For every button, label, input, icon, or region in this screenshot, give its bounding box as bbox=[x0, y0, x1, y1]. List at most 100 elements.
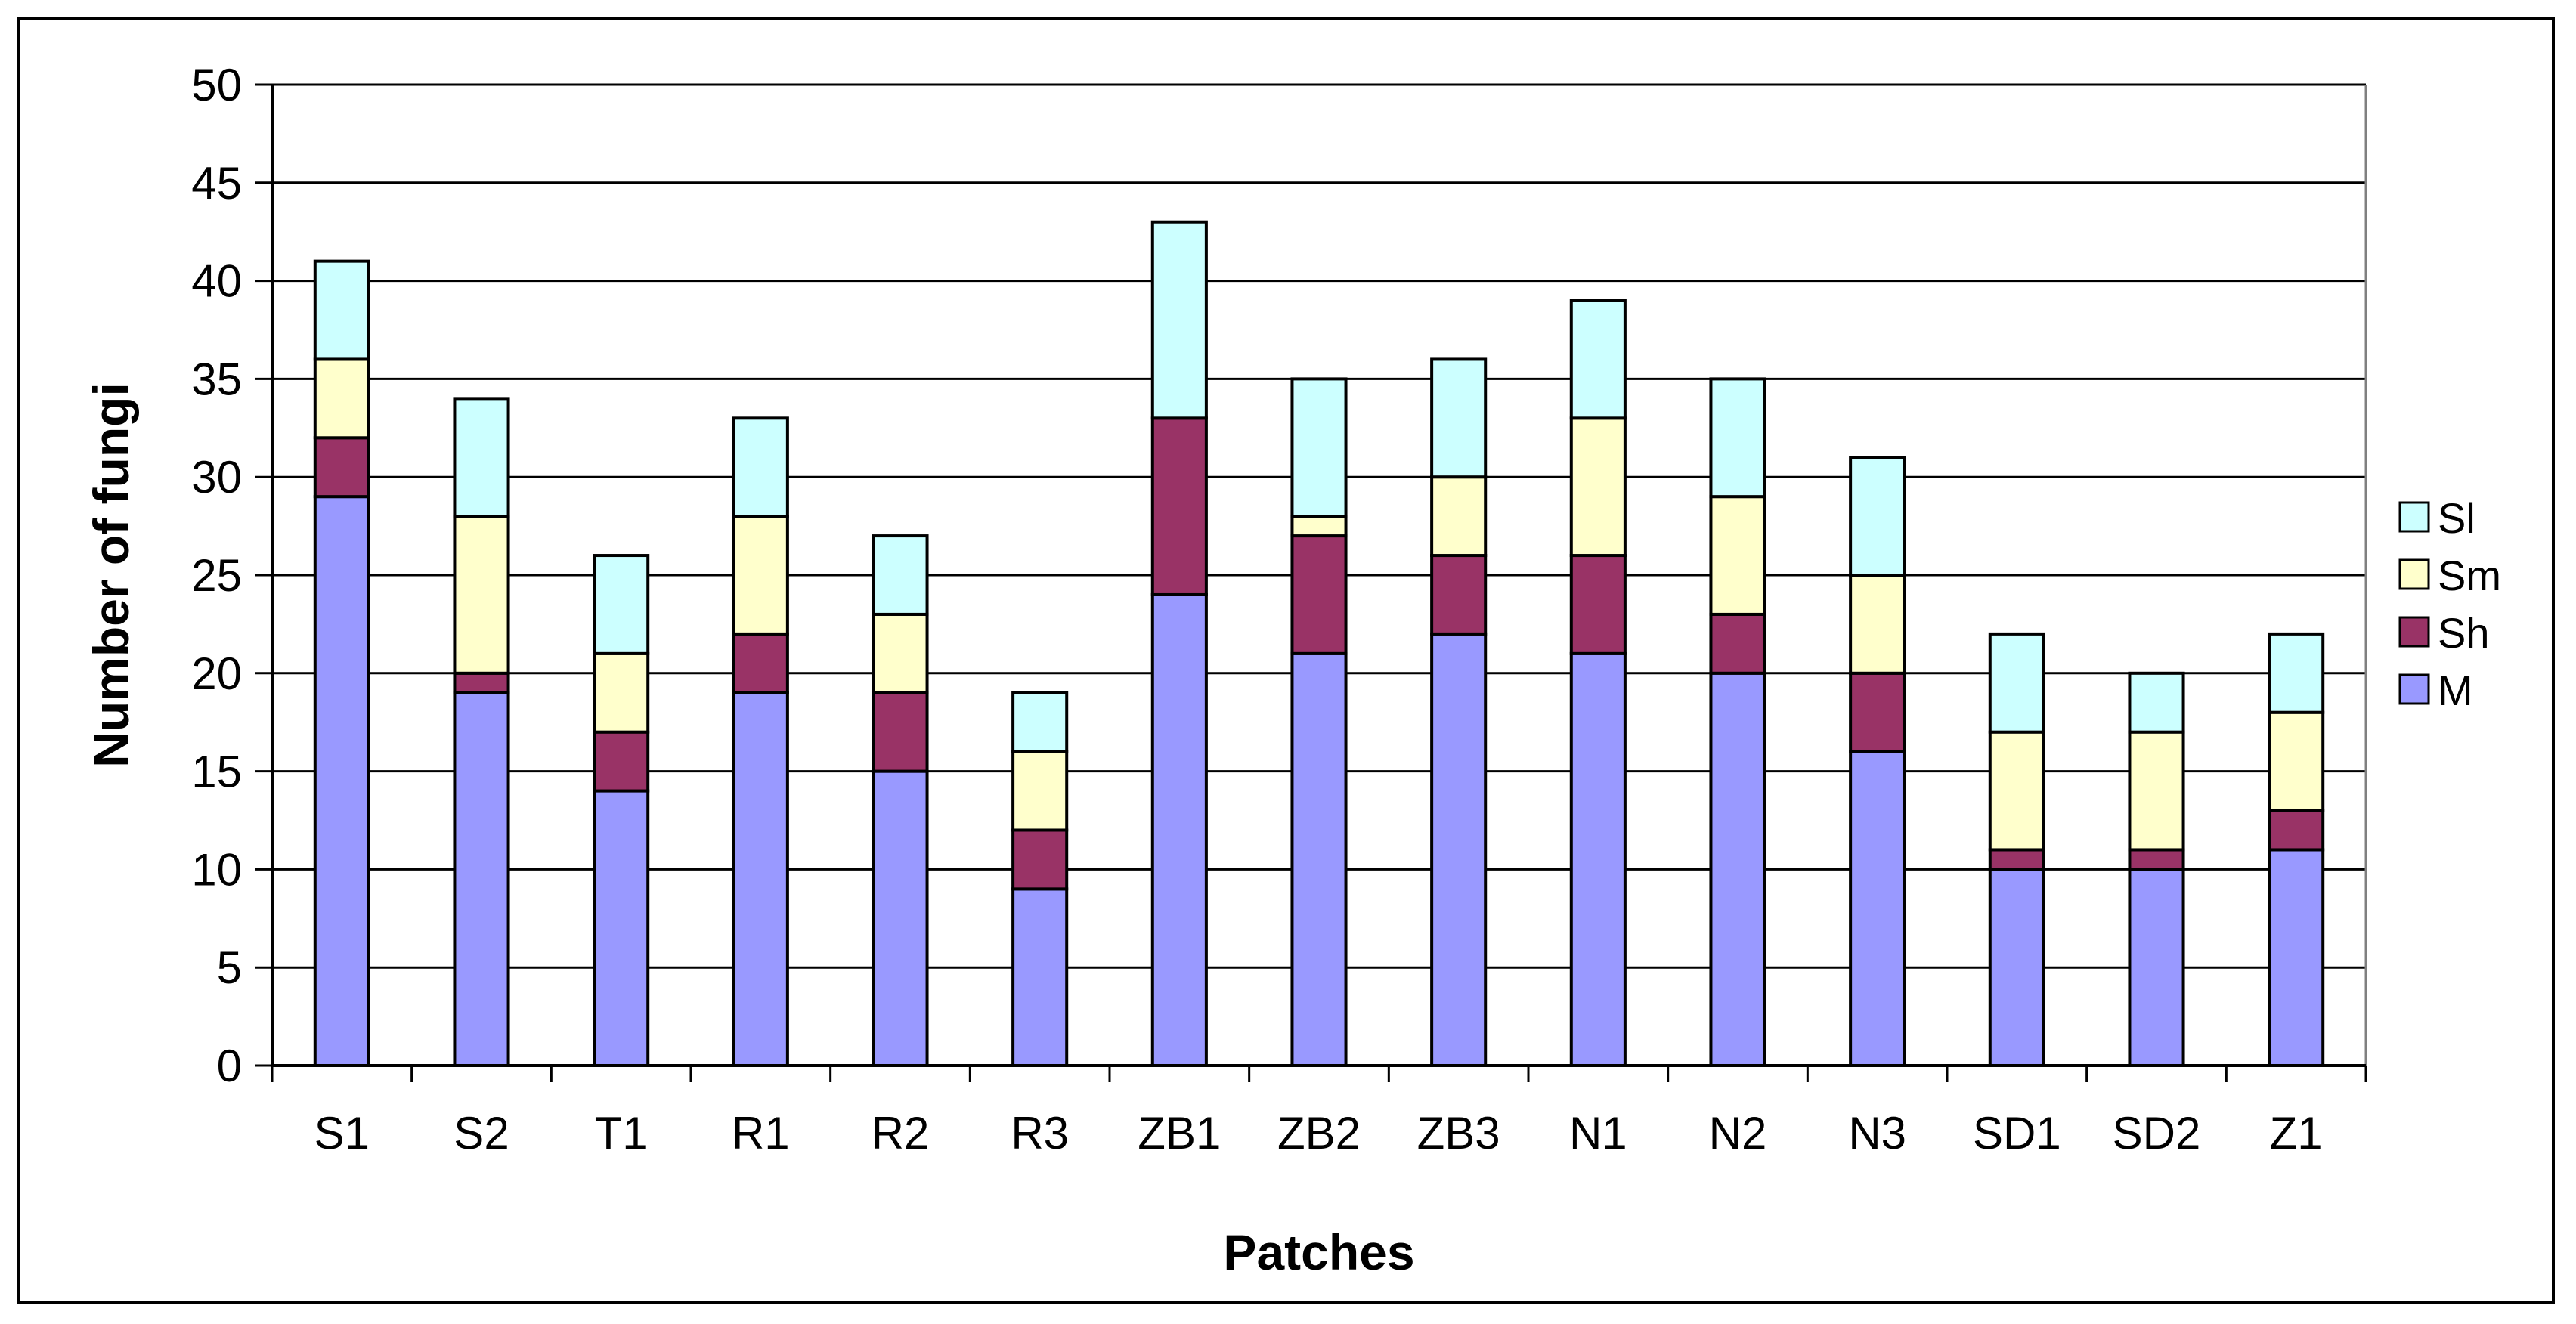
legend-swatch-sl bbox=[2398, 501, 2430, 533]
y-tick-label: 50 bbox=[191, 60, 242, 110]
x-tick-label: N1 bbox=[1569, 1108, 1627, 1158]
bar-segment-sm-sd2 bbox=[2128, 730, 2185, 852]
legend-swatch-sh bbox=[2398, 616, 2430, 648]
bar-segment-sh-sd1 bbox=[1988, 848, 2045, 871]
x-tick-label: R1 bbox=[732, 1108, 790, 1158]
bar-segment-m-sd2 bbox=[2128, 868, 2185, 1068]
bar-segment-sh-zb3 bbox=[1430, 554, 1488, 636]
x-tick-label: S2 bbox=[454, 1108, 509, 1158]
x-axis-title: Patches bbox=[1223, 1224, 1414, 1280]
bar-segment-sh-n3 bbox=[1849, 671, 1906, 753]
bar-segment-sm-s2 bbox=[453, 515, 510, 675]
legend-label-sm: Sm bbox=[2438, 552, 2501, 599]
bar-segment-m-t1 bbox=[593, 789, 650, 1067]
stacked-bar-chart: 0 5 10 15 20 25 30 35 40 45 50 S1 S2 T1 R1 R2 R3 ZB1 ZB2 ZB… bbox=[83, 60, 2501, 1280]
y-tick-label: 40 bbox=[191, 256, 242, 307]
x-tick-label: T1 bbox=[595, 1108, 648, 1158]
x-tick-label: SD1 bbox=[1973, 1108, 2061, 1158]
bar-segment-sh-t1 bbox=[593, 730, 650, 793]
chart-frame: 0 5 10 15 20 25 30 35 40 45 50 S1 S2 T1 R1 R2 R3 ZB1 ZB2 ZB… bbox=[17, 17, 2555, 1304]
bar-segment-sh-r1 bbox=[732, 632, 789, 694]
y-tick-label: 25 bbox=[191, 550, 242, 601]
bar-segment-sl-sd2 bbox=[2128, 671, 2185, 734]
bar-segment-sl-r1 bbox=[732, 416, 789, 518]
bar-segment-sh-s2 bbox=[453, 671, 510, 694]
bar-segment-sl-n2 bbox=[1709, 377, 1766, 499]
bar-segment-sl-n1 bbox=[1569, 299, 1627, 420]
bar-segment-sl-sd1 bbox=[1988, 632, 2045, 734]
bar-segment-sm-z1 bbox=[2268, 710, 2325, 812]
bar-segment-sm-n1 bbox=[1569, 416, 1627, 558]
bar-segment-sm-n3 bbox=[1849, 574, 1906, 675]
x-tick-label: S1 bbox=[314, 1108, 370, 1158]
bar-segment-sh-s1 bbox=[313, 436, 370, 499]
x-tick-label: N2 bbox=[1709, 1108, 1767, 1158]
bar-segment-m-z1 bbox=[2268, 848, 2325, 1067]
bar-segment-m-sd1 bbox=[1988, 868, 2045, 1068]
bar-segment-sl-zb1 bbox=[1150, 220, 1208, 420]
bar-segment-m-s1 bbox=[313, 495, 370, 1067]
legend-swatch-sm bbox=[2398, 558, 2430, 590]
x-tick-label: R2 bbox=[872, 1108, 930, 1158]
x-tick-label: ZB3 bbox=[1417, 1108, 1500, 1158]
bar-segment-sl-n3 bbox=[1849, 456, 1906, 577]
bar-segment-sl-r3 bbox=[1011, 691, 1069, 753]
bar-segment-sl-s2 bbox=[453, 397, 510, 518]
x-tick-label: SD2 bbox=[2113, 1108, 2201, 1158]
bar-segment-sh-z1 bbox=[2268, 809, 2325, 852]
y-tick-label: 45 bbox=[191, 158, 242, 209]
bar-segment-sl-r2 bbox=[872, 534, 929, 616]
bar-segment-m-r2 bbox=[872, 769, 929, 1067]
legend-label-sl: Sl bbox=[2438, 494, 2475, 542]
legend-label-m: M bbox=[2438, 667, 2473, 714]
bar-segment-sm-zb2 bbox=[1290, 515, 1348, 538]
x-tick-label: N3 bbox=[1848, 1108, 1906, 1158]
x-tick-label: Z1 bbox=[2270, 1108, 2323, 1158]
bar-segment-sm-r1 bbox=[732, 515, 789, 636]
bar-segment-sh-n1 bbox=[1569, 554, 1627, 655]
bar-segment-sm-sd1 bbox=[1988, 730, 2045, 852]
bar-segment-sl-zb2 bbox=[1290, 377, 1348, 518]
bar-segment-sl-t1 bbox=[593, 554, 650, 655]
bar-segment-m-zb2 bbox=[1290, 651, 1348, 1067]
legend-label-sh: Sh bbox=[2438, 609, 2490, 657]
bar-segment-sh-sd2 bbox=[2128, 848, 2185, 871]
bar-segment-m-r1 bbox=[732, 691, 789, 1067]
axes bbox=[255, 83, 2367, 1082]
bar-segment-m-n1 bbox=[1569, 651, 1627, 1067]
bar-segment-sm-r2 bbox=[872, 612, 929, 694]
bar-segment-m-n2 bbox=[1709, 671, 1766, 1067]
bar-segment-sm-r3 bbox=[1011, 750, 1069, 832]
legend: Sl Sm Sh M bbox=[2398, 494, 2501, 714]
y-tick-label: 35 bbox=[191, 354, 242, 404]
y-tick-label: 5 bbox=[217, 942, 242, 993]
legend-swatch-m bbox=[2398, 673, 2430, 705]
bar-segment-sh-zb2 bbox=[1290, 534, 1348, 655]
y-tick-label: 10 bbox=[191, 844, 242, 895]
bar-segment-m-zb1 bbox=[1150, 592, 1208, 1067]
bar-segment-m-n3 bbox=[1849, 750, 1906, 1067]
bar-segment-m-r3 bbox=[1011, 887, 1069, 1067]
bar-segment-sm-zb3 bbox=[1430, 475, 1488, 558]
bar-segment-m-zb3 bbox=[1430, 632, 1488, 1067]
bar-segment-sl-z1 bbox=[2268, 632, 2325, 714]
bar-segment-sm-s1 bbox=[313, 357, 370, 440]
bar-segment-sm-n2 bbox=[1709, 495, 1766, 616]
y-axis-title: Number of fungi bbox=[83, 382, 139, 768]
bar-segment-sh-zb1 bbox=[1150, 416, 1208, 596]
bar-segment-sh-r2 bbox=[872, 691, 929, 773]
bar-segment-sl-s1 bbox=[313, 259, 370, 361]
bar-segment-sh-r3 bbox=[1011, 828, 1069, 891]
y-tick-label: 0 bbox=[217, 1041, 242, 1091]
bar-segment-m-s2 bbox=[453, 691, 510, 1067]
y-tick-label: 30 bbox=[191, 452, 242, 503]
y-tick-label: 20 bbox=[191, 648, 242, 699]
bar-segment-sm-t1 bbox=[593, 651, 650, 734]
y-tick-label: 15 bbox=[191, 747, 242, 797]
bar-segment-sl-zb3 bbox=[1430, 357, 1488, 479]
x-tick-label: R3 bbox=[1011, 1108, 1069, 1158]
bar-segment-sh-n2 bbox=[1709, 612, 1766, 675]
bars bbox=[313, 220, 2325, 1068]
tick-labels: 0 5 10 15 20 25 30 35 40 45 50 S1 S2 T1 R1 R2 R3 ZB1 ZB2 ZB… bbox=[191, 60, 2322, 1158]
x-tick-label: ZB2 bbox=[1277, 1108, 1361, 1158]
